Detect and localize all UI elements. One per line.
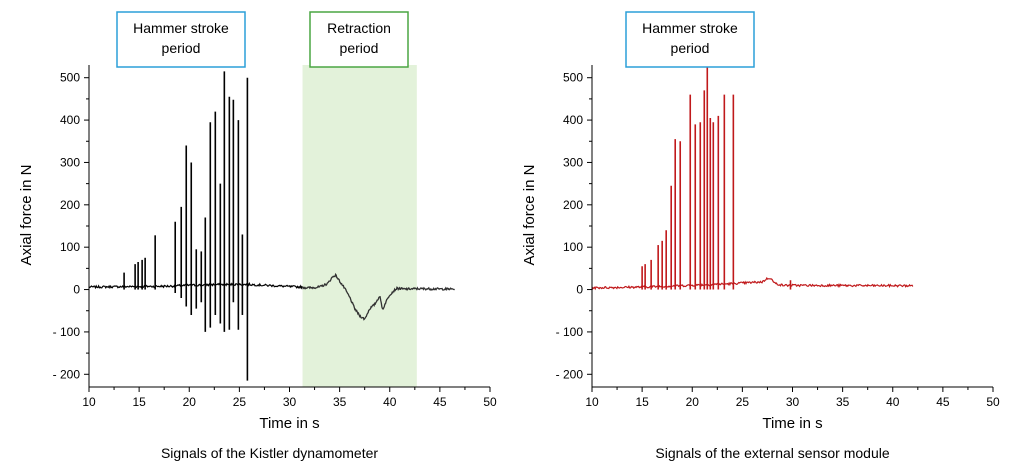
x-tick-label: 40 [383, 395, 397, 409]
x-axis-title: Time in s [762, 415, 822, 432]
y-tick-label: 300 [60, 155, 80, 169]
y-tick-label: 0 [576, 283, 583, 297]
y-tick-label: 300 [563, 155, 583, 169]
y-tick-label: 100 [563, 240, 583, 254]
annotation-text: Hammer stroke [133, 20, 229, 36]
y-axis-title: Axial force in N [521, 165, 538, 266]
y-tick-label: 500 [60, 71, 80, 85]
x-tick-label: 30 [786, 395, 800, 409]
x-tick-label: 35 [333, 395, 347, 409]
y-tick-label: - 100 [53, 325, 81, 339]
x-tick-label: 25 [233, 395, 247, 409]
chart-panel-sensor-module: 10 15 20 25 30 35 40 45 50 - 200 - 100 0 100 200 300 40… [521, 11, 1000, 461]
y-tick-label: 200 [563, 198, 583, 212]
y-tick-label: 0 [73, 283, 80, 297]
chart-caption: Signals of the external sensor module [655, 445, 889, 461]
x-tick-label: 45 [936, 395, 950, 409]
y-tick-label: 400 [563, 113, 583, 127]
annotation-text: Hammer stroke [642, 20, 738, 36]
x-tick-label: 50 [986, 395, 1000, 409]
y-tick-label: - 100 [556, 325, 584, 339]
y-tick-label: - 200 [53, 367, 81, 381]
x-tick-label: 35 [836, 395, 850, 409]
annotation-text: period [340, 40, 379, 56]
annotation-box [116, 11, 246, 68]
x-tick-label: 30 [283, 395, 297, 409]
annotation-text: Retraction [327, 20, 391, 36]
x-tick-label: 50 [483, 395, 497, 409]
x-tick-label: 10 [585, 395, 599, 409]
x-tick-label: 40 [886, 395, 900, 409]
x-tick-label: 20 [183, 395, 197, 409]
x-axis-title: Time in s [259, 415, 319, 432]
x-tick-label: 45 [433, 395, 447, 409]
chart-caption: Signals of the Kistler dynamometer [161, 445, 378, 461]
chart-panel-kistler: 10 15 20 25 30 35 40 45 50 - 200 - 100 0 100 200 300 40… [18, 11, 497, 461]
retraction-shaded-region [302, 65, 417, 387]
y-tick-label: 200 [60, 198, 80, 212]
x-tick-label: 15 [132, 395, 146, 409]
y-tick-label: 400 [60, 113, 80, 127]
annotation-text: period [162, 40, 201, 56]
x-tick-label: 20 [686, 395, 700, 409]
y-axis-title: Axial force in N [18, 165, 35, 266]
x-tick-label: 25 [736, 395, 750, 409]
y-tick-label: 100 [60, 240, 80, 254]
x-tick-label: 10 [82, 395, 96, 409]
y-tick-label: 500 [563, 71, 583, 85]
y-tick-label: - 200 [556, 367, 584, 381]
baseline-signal-line [591, 276, 914, 291]
annotation-box [625, 11, 755, 68]
x-tick-label: 15 [635, 395, 649, 409]
retraction-signal-line [301, 272, 455, 321]
annotation-box [309, 11, 409, 68]
annotation-text: period [671, 40, 710, 56]
